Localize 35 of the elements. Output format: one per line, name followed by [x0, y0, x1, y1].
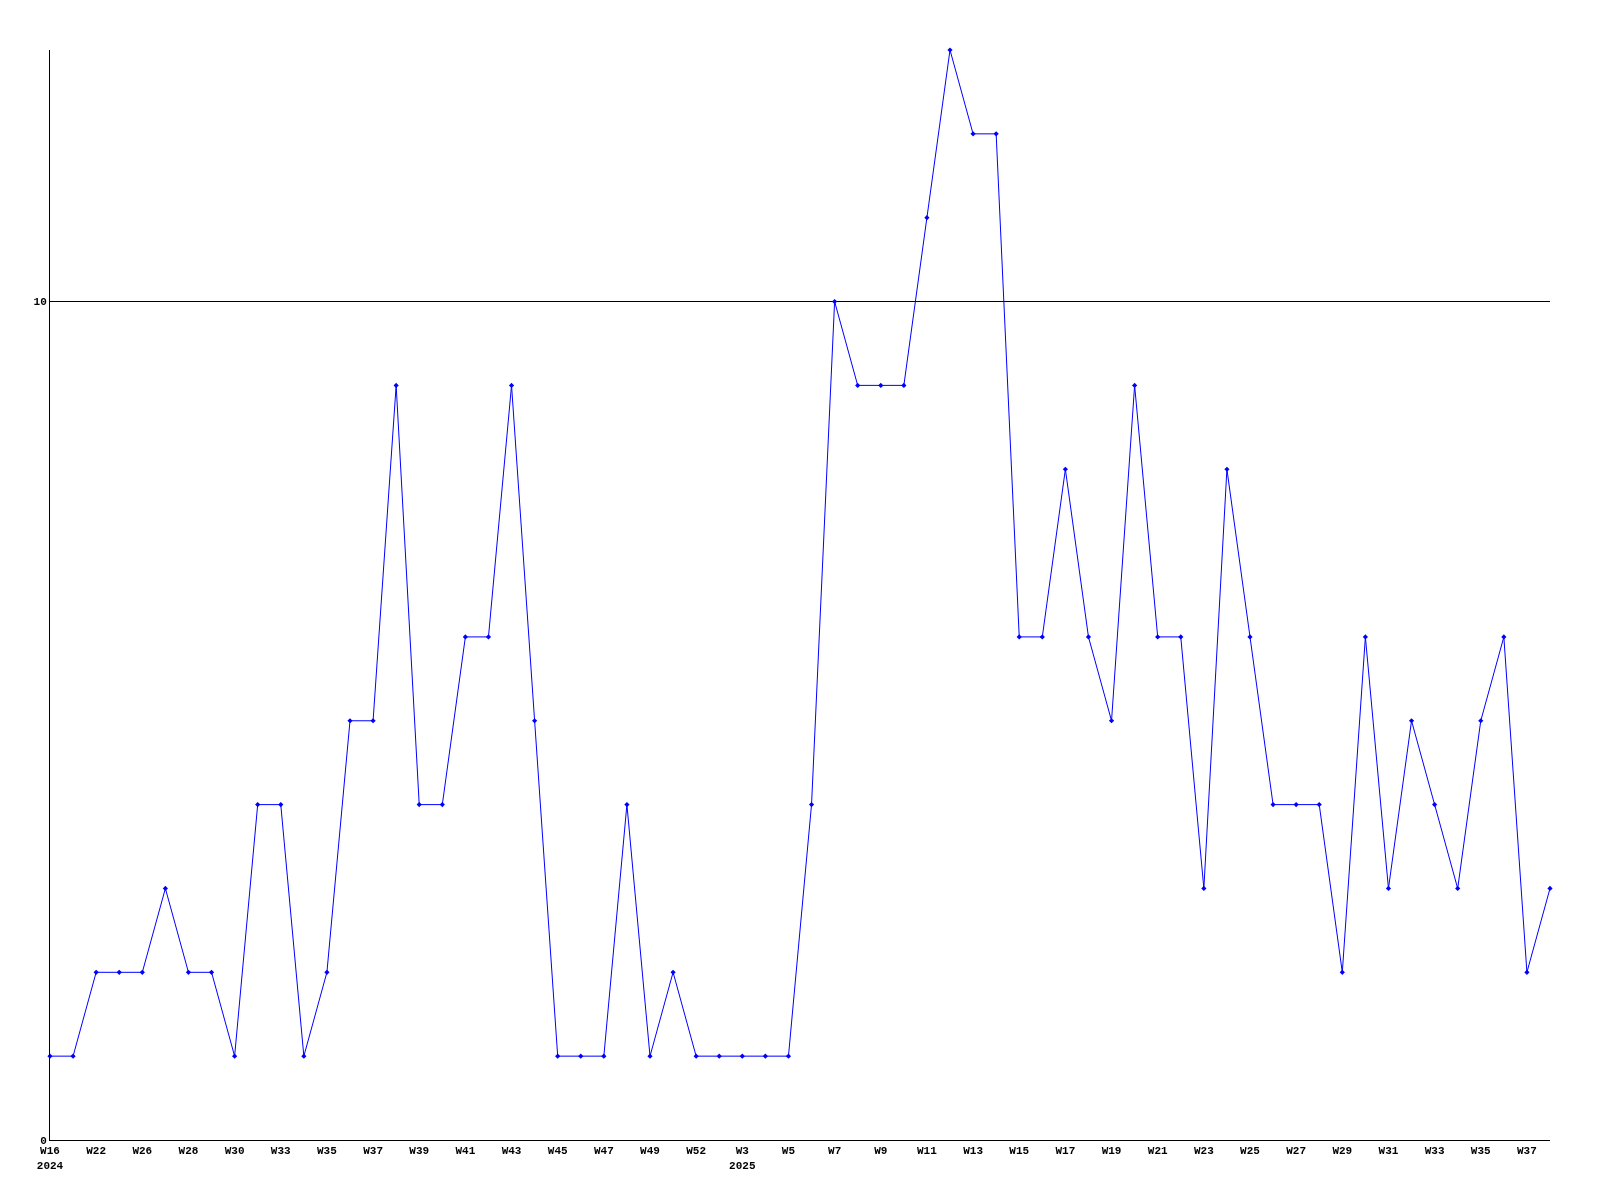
x-tick-label: W49 [640, 1145, 660, 1158]
x-tick-label: W47 [593, 1145, 614, 1158]
x-tick-label: W41 [455, 1145, 476, 1158]
x-tick-label: W5 [781, 1145, 796, 1158]
x-tick-label: W52 [686, 1145, 707, 1158]
x-tick-label: W27 [1286, 1145, 1307, 1158]
x-tick-label: W13 [963, 1145, 984, 1158]
x-tick-label: W21 [1147, 1145, 1168, 1158]
x-tick-label: W43 [501, 1145, 522, 1158]
x-tick-label: W28 [178, 1145, 199, 1158]
x-tick-label: W39 [409, 1145, 430, 1158]
y-tick-label: 0 [40, 1134, 47, 1147]
x-tick-label: W23 [1193, 1145, 1215, 1158]
x-tick-label: W9 [874, 1145, 888, 1158]
x-tick-label: W33 [270, 1145, 292, 1158]
x-tick-label: W45 [547, 1145, 568, 1158]
x-tick-label: W37 [1517, 1145, 1537, 1158]
x-tick-label: W15 [1009, 1145, 1030, 1158]
y-tick-label: 10 [33, 296, 47, 309]
x-tick-label: W17 [1055, 1145, 1076, 1158]
x-tick-label: W22 [86, 1145, 107, 1158]
x-tick-label: W35 [1470, 1145, 1492, 1158]
x-tick-label: W33 [1424, 1145, 1445, 1158]
x-tick-label: W30 [224, 1145, 245, 1158]
x-tick-label: W19 [1101, 1145, 1122, 1158]
x-tick-label: W7 [828, 1145, 842, 1158]
x-tick-label: W31 [1378, 1145, 1399, 1158]
x-tick-label: W26 [132, 1145, 153, 1158]
x-tick-label: W25 [1240, 1145, 1261, 1158]
x-tick-label: W3 2025 [729, 1145, 756, 1172]
x-tick-label: W16 2024 [36, 1145, 64, 1172]
x-tick-label: W29 [1332, 1145, 1353, 1158]
x-tick-label: W35 [317, 1145, 338, 1158]
x-tick-label: W11 [917, 1145, 938, 1158]
x-tick-label: W37 [363, 1145, 383, 1158]
